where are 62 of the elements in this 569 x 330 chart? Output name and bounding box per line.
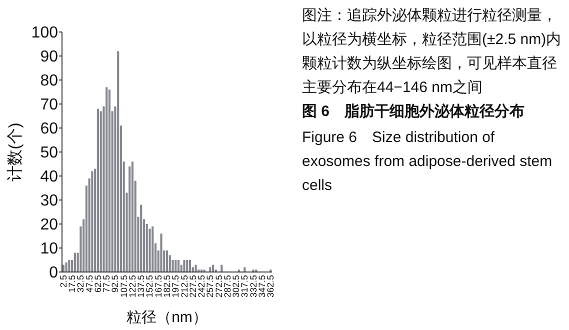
x-tick-label: 197.5 (170, 275, 181, 298)
y-tick-label: 60 (40, 120, 58, 138)
y-tick-label: 80 (40, 72, 58, 90)
x-tick-label: 212.5 (179, 275, 190, 298)
bar (74, 252, 76, 272)
bar (131, 162, 134, 272)
y-tick-label: 20 (40, 216, 58, 234)
x-tick-label: 242.5 (196, 275, 207, 298)
x-tick-label: 302.5 (231, 275, 242, 298)
x-tick-label: 347.5 (256, 275, 267, 298)
bar (186, 260, 188, 272)
bar (91, 171, 94, 272)
x-tick-label: 317.5 (240, 275, 250, 298)
bar (188, 260, 192, 272)
bar (140, 204, 142, 272)
bar (177, 260, 180, 272)
bar (96, 108, 99, 272)
x-tick-label: 332.5 (248, 275, 258, 298)
y-tick-label: 50 (40, 144, 58, 162)
bar (174, 260, 177, 272)
y-tick-label: 10 (40, 240, 58, 258)
bar (183, 260, 186, 272)
bar (194, 264, 197, 272)
bar (117, 51, 120, 272)
y-tick-label: 100 (31, 24, 58, 42)
x-tick-label: 362.5 (266, 275, 276, 298)
y-axis-title: 计数(个) (6, 122, 24, 182)
x-tick-label: 257.5 (205, 275, 216, 298)
y-tick-label: 30 (40, 192, 58, 210)
x-tick-label: 62.5 (92, 275, 103, 293)
y-tick-label: 40 (40, 168, 58, 186)
x-tick-label: 107.5 (118, 275, 129, 298)
bar (160, 234, 162, 272)
x-tick-label: 272.5 (214, 275, 224, 298)
y-tick-label: 90 (40, 48, 58, 66)
x-tick-label: 17.5 (67, 275, 78, 293)
bar (106, 87, 108, 272)
bar (152, 226, 154, 272)
caption: Figure 6 Size distribution of exosomes from adipose-derived stem cells (302, 128, 554, 196)
x-tick-label: 287.5 (222, 275, 232, 298)
x-tick-label: 182.5 (162, 275, 172, 298)
caption: 图 6 脂肪干细胞外泌体粒径分布 (302, 102, 526, 122)
bar (65, 262, 68, 272)
bar (209, 267, 212, 272)
x-tick-label: 77.5 (102, 275, 112, 293)
y-tick-label: 0 (49, 264, 58, 282)
bar (244, 267, 246, 272)
x-tick-label: 152.5 (144, 275, 155, 298)
x-tick-label: 92.5 (110, 275, 120, 293)
x-axis-title: 粒径（nm） (126, 309, 208, 326)
bar (166, 250, 168, 272)
x-tick-label: 227.5 (188, 275, 198, 298)
y-tick-label: 70 (40, 96, 58, 114)
x-tick-label: 122.5 (127, 275, 138, 298)
bar (108, 90, 110, 272)
bar (68, 260, 70, 272)
x-tick-label: 32.5 (76, 275, 86, 293)
text: 图注：追踪外泌体颗粒进行粒径测量，以粒径为横坐标，粒径范围(±2.5 nm)内颗粒计数为纵坐标绘图，可见样本直径主要分布在44−146 nm之间 (302, 6, 562, 98)
x-tick-label: 137.5 (136, 275, 146, 298)
x-tick-label: 47.5 (84, 275, 94, 293)
x-tick-label: 2.5 (58, 275, 68, 288)
x-tick-label: 167.5 (153, 275, 164, 298)
